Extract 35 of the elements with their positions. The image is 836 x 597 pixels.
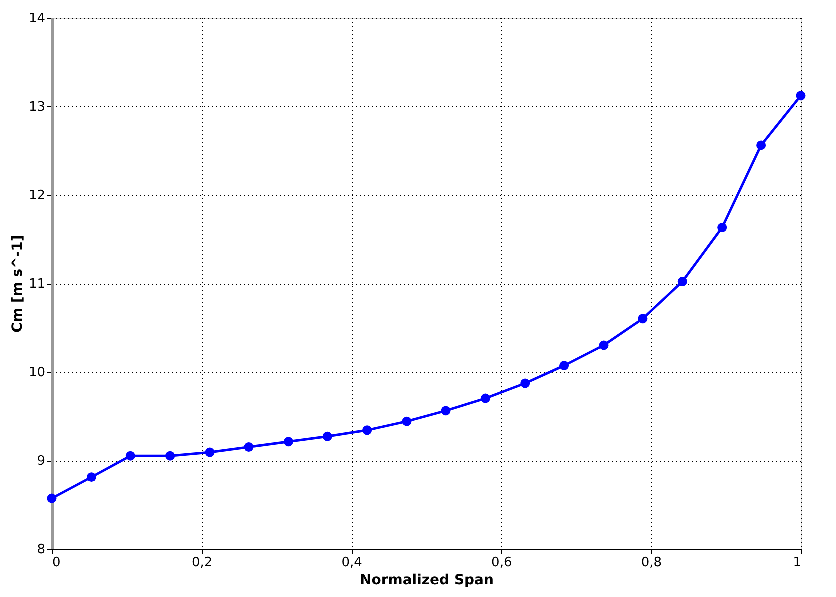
x-tick-label: 0 (52, 556, 61, 570)
point (47, 494, 57, 504)
y-tick-label: 13 (28, 100, 46, 115)
x-axis-title: Normalized Span (360, 572, 494, 588)
y-tick-label: 12 (28, 188, 46, 204)
point (205, 448, 215, 458)
x-tick-label: 0,2 (192, 556, 213, 570)
point (86, 472, 96, 482)
y-tick-label: 14 (28, 12, 46, 26)
y-tick-label: 10 (28, 366, 46, 380)
point (756, 140, 766, 150)
point (244, 442, 254, 452)
y-axis-title: Cm [m s^-1] (10, 235, 26, 333)
point (638, 314, 648, 324)
x-tick-label: 0,4 (342, 556, 362, 570)
point (284, 437, 294, 447)
x-tick-label: 0,8 (641, 556, 662, 570)
point (520, 378, 530, 388)
point (796, 91, 806, 101)
point (166, 451, 176, 461)
y-tick-label: 9 (37, 454, 46, 469)
point (126, 451, 136, 461)
point (402, 416, 412, 426)
point (678, 276, 688, 286)
x-tick-label: 0,6 (492, 556, 512, 570)
y-tick-label: 8 (37, 542, 46, 558)
x-tick-label: 1 (793, 556, 802, 570)
point (441, 406, 451, 416)
point (599, 340, 609, 350)
point (560, 361, 570, 371)
y-tick-label: 11 (28, 277, 46, 292)
point (480, 394, 490, 404)
point (322, 432, 332, 442)
point (718, 223, 728, 232)
point (362, 426, 372, 436)
